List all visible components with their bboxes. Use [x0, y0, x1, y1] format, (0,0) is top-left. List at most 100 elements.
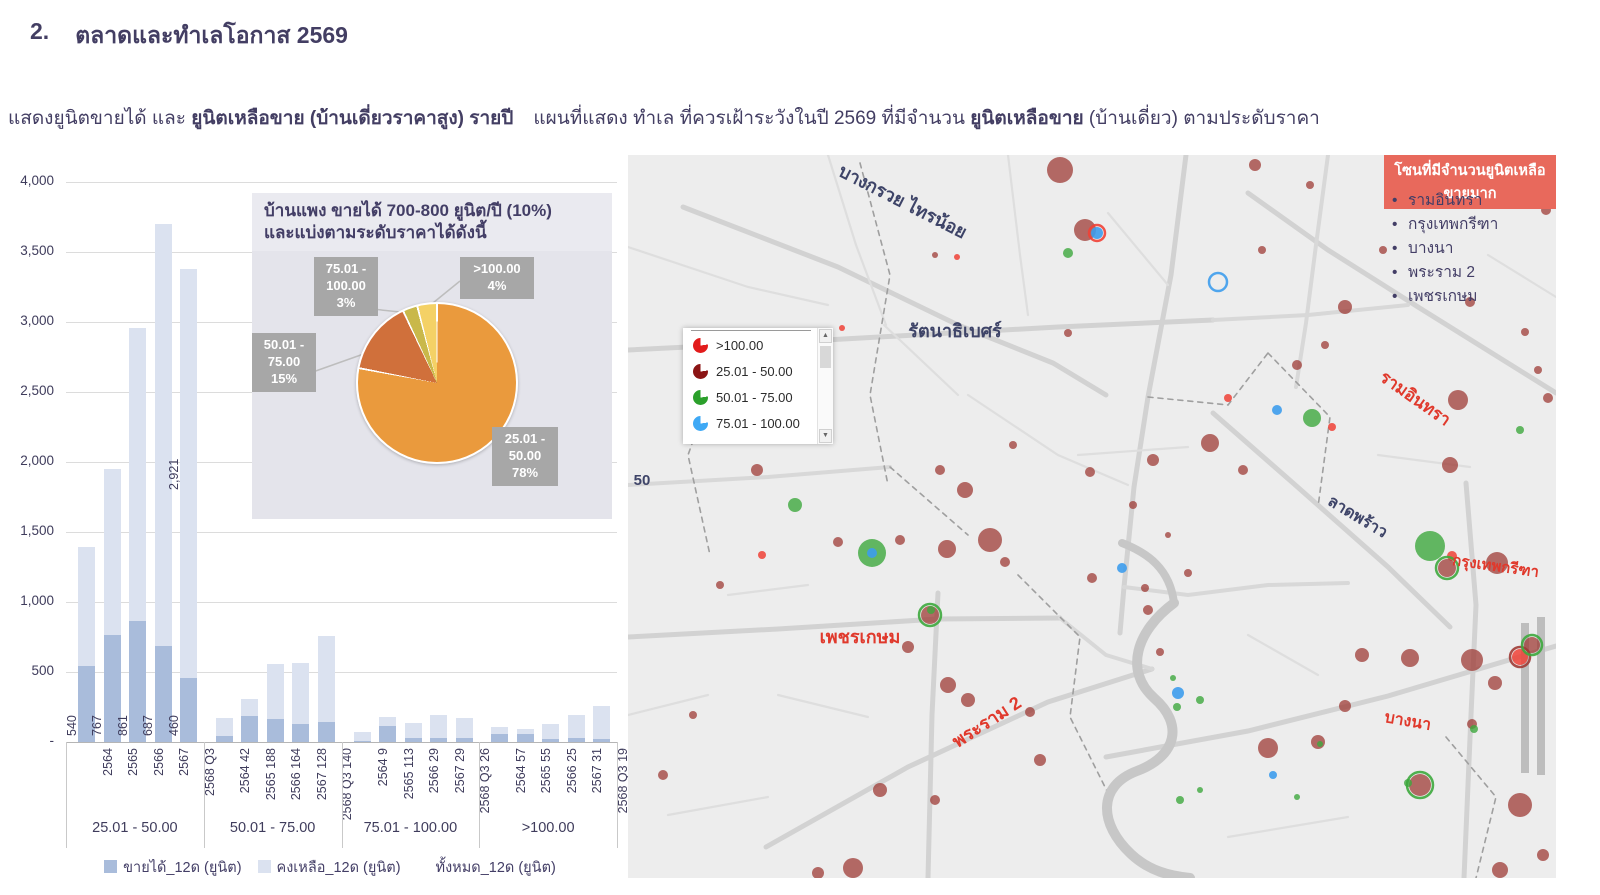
page-heading: 2. ตลาดและทำเลโอกาส 2569: [30, 18, 348, 54]
zone-list-item: • กรุงเทพกรีฑา: [1392, 213, 1498, 237]
scroll-thumb[interactable]: [820, 346, 831, 368]
map-road-label: รัตนาธิเบศร์: [908, 320, 1002, 341]
map-bubble: [1303, 409, 1321, 427]
bar-chart: บ้านแพง ขายได้ 700-800 ยูนิต/ปี (10%) แล…: [0, 160, 630, 890]
legend-rows: >100.00 25.01 - 50.00 50.01 - 75.00 75.01 -…: [683, 332, 818, 436]
map-bubble: [1512, 649, 1528, 665]
map-bubble: [1170, 675, 1176, 681]
map-bubble: [1488, 676, 1502, 690]
map-river: [1102, 539, 1195, 878]
bar-sold: [292, 724, 310, 742]
zone-alert-box: โซนที่มีจำนวนยูนิตเหลือขายมาก: [1384, 155, 1556, 209]
legend-item: ขายได้_12ด (ยูนิต): [104, 856, 242, 879]
y-axis-tick: 1,500: [20, 523, 54, 538]
bar-sold: [455, 738, 473, 742]
map-bubble: [1249, 159, 1261, 171]
bar-sold: [567, 737, 585, 742]
bar-sold: [215, 736, 233, 742]
map-legend-label: 75.01 - 100.00: [716, 415, 800, 431]
map-legend-item[interactable]: >100.00: [683, 332, 818, 358]
scroll-up-icon[interactable]: ▲: [819, 329, 832, 343]
y-axis-tick: 1,000: [20, 593, 54, 608]
pie-slice-label: 75.01 -100.00 3%: [314, 257, 378, 316]
map-bubble: [1165, 532, 1171, 538]
bar-sold: [266, 719, 284, 742]
map-bubble: [1000, 557, 1010, 567]
map-bubble: [1085, 467, 1095, 477]
bullet-icon: •: [1392, 192, 1398, 209]
legend-item: ทั้งหมด_12ด (ยูนิต): [417, 856, 556, 879]
map-bubble: [1534, 366, 1542, 374]
map-bubble: [1524, 637, 1540, 653]
y-axis-tick: 3,000: [20, 313, 54, 328]
map-bubble: [1156, 648, 1164, 656]
bar-sold: [593, 739, 611, 742]
map-title: แผนที่แสดง ทำเล ที่ควรเฝ้าระวังในปี 2569…: [533, 108, 1320, 129]
map-roads: [628, 155, 1556, 878]
bar-sold: [379, 726, 396, 742]
zone-list-item: • พระราม 2: [1392, 261, 1498, 285]
bullet-icon: •: [1392, 240, 1398, 258]
map-bubble: [1143, 605, 1153, 615]
zone-list-item: • บางนา: [1392, 237, 1498, 261]
map-bubble: [1292, 360, 1302, 370]
map-bubble: [751, 464, 763, 476]
map-bubble: [1063, 248, 1073, 258]
map-bubble: [1317, 741, 1323, 747]
pie-inset: บ้านแพง ขายได้ 700-800 ยูนิต/ปี (10%) แล…: [252, 193, 612, 520]
map-bubble: [1294, 794, 1300, 800]
map-bubble: [658, 770, 668, 780]
bar-total: [567, 715, 585, 742]
map-legend-item[interactable]: 50.01 - 75.00: [683, 384, 818, 410]
bar-value-label: 2,921: [166, 458, 181, 490]
map-bubble: [1224, 394, 1232, 402]
map-bubble: [1196, 696, 1204, 704]
bar-sold: [241, 715, 259, 742]
bar-total: [542, 723, 560, 742]
bar-sold: [542, 738, 560, 742]
legend-scrollbar[interactable]: ▲ ▼: [817, 328, 833, 444]
pie-slice-label: 25.01 -50.00 78%: [492, 427, 558, 486]
map-bubble: [833, 537, 843, 547]
heading-number: 2.: [30, 18, 50, 44]
map-bubble: [1537, 849, 1549, 861]
map-bubble: [935, 465, 945, 475]
bar-sold: [404, 737, 422, 742]
gridline: [66, 672, 617, 673]
map-bubble: [1176, 796, 1184, 804]
legend-divider: [691, 330, 811, 331]
map-bubble: [1064, 329, 1072, 337]
bar-total: [317, 636, 335, 742]
map-bubble: [1306, 181, 1314, 189]
map-bubble: [1238, 465, 1248, 475]
map-bubble: [1034, 754, 1046, 766]
map-bubbles: [658, 157, 1553, 878]
map-bubble: [1201, 434, 1219, 452]
bar-sold: [103, 634, 121, 742]
map-bubble: [1521, 328, 1529, 336]
map-bubble-ring: [1520, 633, 1544, 657]
price-group-label: >100.00: [521, 820, 575, 836]
group-divider: [203, 742, 205, 848]
map-legend-label: 50.01 - 75.00: [716, 389, 793, 405]
map-bubble: [1461, 649, 1483, 671]
map-bubble: [927, 606, 935, 614]
map-bubble: [895, 535, 905, 545]
map-bubble-legend: >100.00 25.01 - 50.00 50.01 - 75.00 75.01 -…: [683, 328, 833, 444]
page-title: ตลาดและทำเลโอกาส 2569: [75, 22, 348, 48]
map-bubble: [1516, 426, 1524, 434]
y-axis-tick: 500: [31, 663, 54, 678]
map-bubble: [1173, 703, 1181, 711]
map-legend-item[interactable]: 25.01 - 50.00: [683, 358, 818, 384]
bar-value-label: 861: [115, 715, 130, 736]
map-legend-item[interactable]: 75.01 - 100.00: [683, 410, 818, 436]
pie-slice-label: 50.01 -75.00 15%: [252, 333, 316, 392]
bar-sold: [129, 621, 146, 742]
map-bubble: [689, 711, 697, 719]
map-canvas[interactable]: บางกรวย ไทรน้อย รัตนาธิเบศร์ 50 รามอินทรา ลา…: [628, 155, 1556, 878]
map-bubble: [1470, 725, 1478, 733]
legend-swatch: [257, 860, 271, 873]
map-graphics: บางกรวย ไทรน้อยรัตนาธิเบศร์50รามอินทราลา…: [628, 155, 1556, 878]
scroll-down-icon[interactable]: ▼: [819, 429, 832, 443]
